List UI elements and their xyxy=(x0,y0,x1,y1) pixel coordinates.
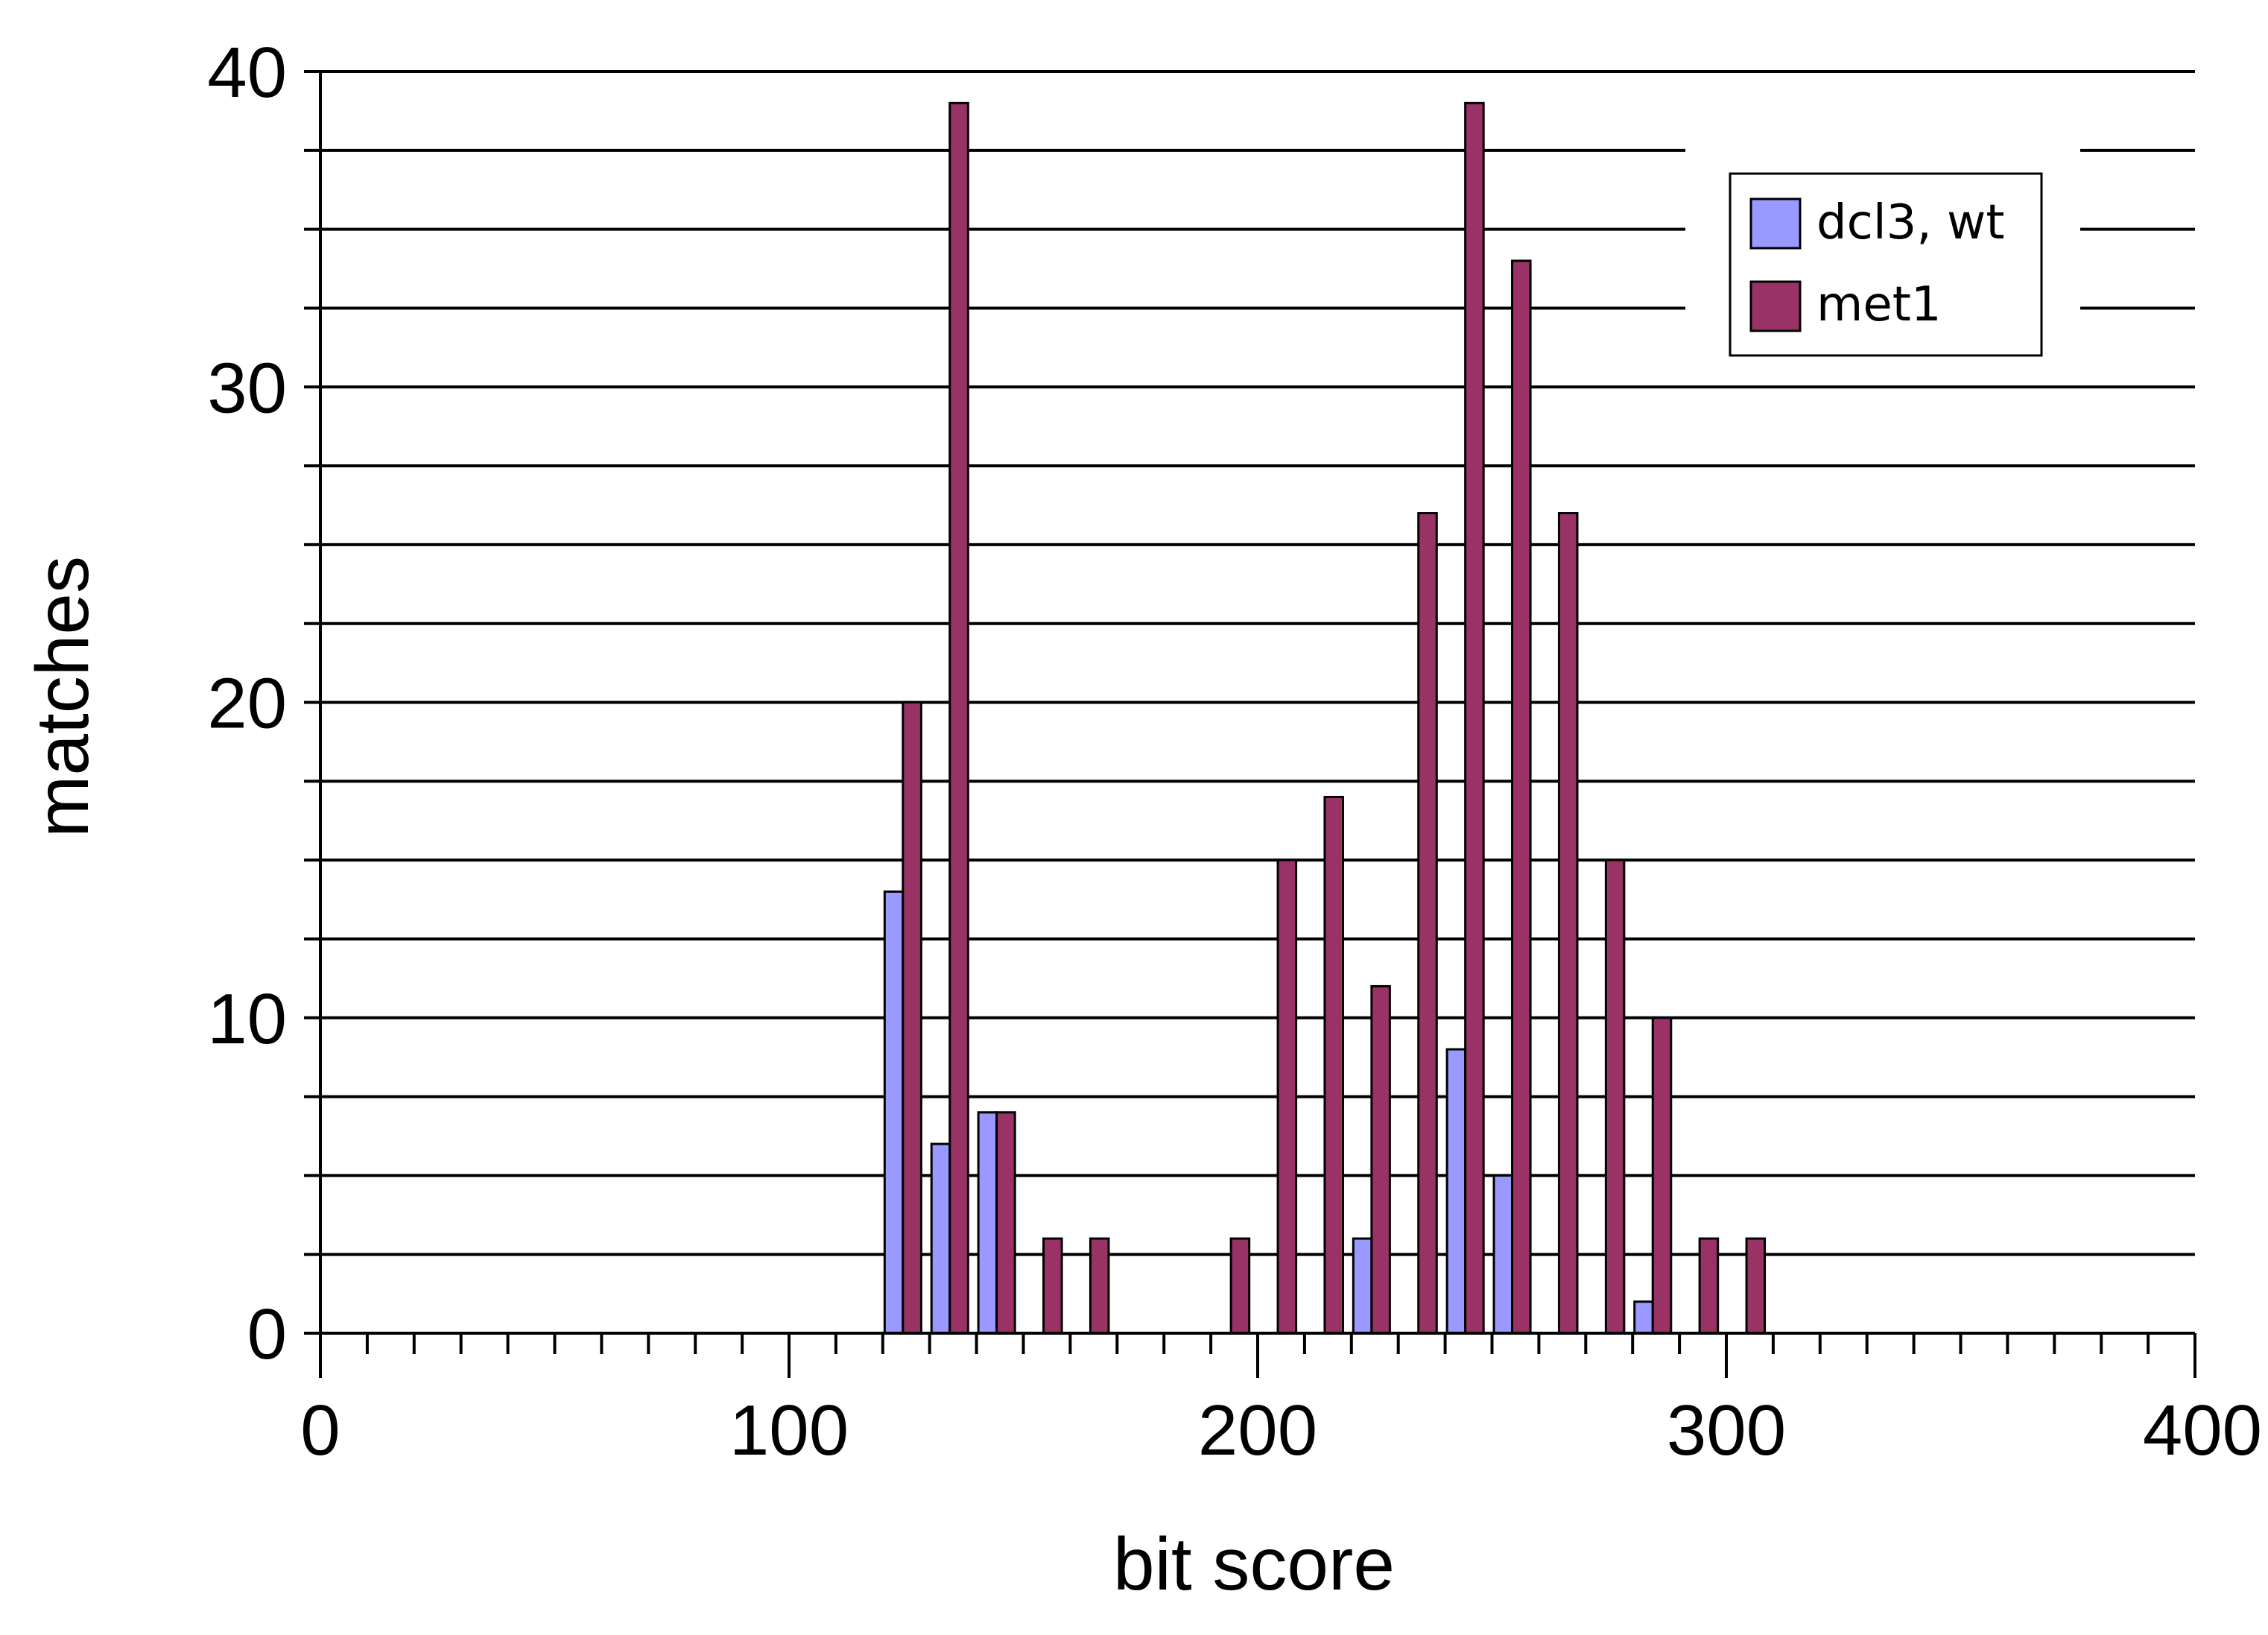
y-tick-label: 0 xyxy=(247,1294,287,1374)
bar-met1 xyxy=(1370,984,1391,1335)
x-tick-label: 200 xyxy=(1198,1391,1317,1470)
y-tick-label: 10 xyxy=(207,979,287,1059)
bar-met1 xyxy=(1651,1016,1673,1335)
bar-dcl3-wt xyxy=(1352,1237,1373,1335)
bar-met1 xyxy=(1042,1237,1063,1335)
bar-dcl3-wt xyxy=(977,1111,998,1335)
bar-met1 xyxy=(995,1111,1016,1335)
bar-dcl3-wt xyxy=(930,1142,951,1335)
bar-met1 xyxy=(1698,1237,1720,1335)
bar-met1 xyxy=(1417,512,1438,1335)
bar-dcl3-wt xyxy=(1492,1174,1514,1335)
legend-label-dcl3-wt: dcl3, wt xyxy=(1816,195,2004,250)
legend-swatch-met1 xyxy=(1749,280,1802,332)
legend-label-met1: met1 xyxy=(1816,277,1942,332)
bar-met1 xyxy=(1511,259,1532,1335)
legend-swatch-dcl3-wt xyxy=(1749,197,1802,250)
y-tick-label: 20 xyxy=(207,664,287,744)
x-axis-title: bit score xyxy=(1113,1522,1395,1606)
bar-met1 xyxy=(1745,1237,1767,1335)
bar-met1 xyxy=(1464,101,1485,1335)
x-tick-label: 0 xyxy=(300,1391,340,1470)
y-tick-label: 40 xyxy=(207,33,287,113)
bar-dcl3-wt xyxy=(1633,1300,1654,1335)
legend: dcl3, wt met1 xyxy=(1685,127,2080,373)
x-tick-label: 400 xyxy=(2143,1391,2262,1470)
y-axis-title: matches xyxy=(21,556,104,838)
bar-met1 xyxy=(1089,1237,1110,1335)
bar-met1 xyxy=(1604,858,1626,1335)
bar-met1 xyxy=(1229,1237,1251,1335)
bar-met1 xyxy=(902,701,922,1335)
bar-dcl3-wt xyxy=(883,890,905,1335)
bar-met1 xyxy=(1557,512,1579,1335)
bar-met1 xyxy=(1276,858,1298,1335)
bar-dcl3-wt xyxy=(1445,1048,1467,1335)
y-tick-label: 30 xyxy=(207,348,287,428)
bar-met1 xyxy=(1323,795,1344,1335)
x-tick-label: 300 xyxy=(1667,1391,1786,1470)
bar-met1 xyxy=(948,101,969,1335)
x-tick-label: 100 xyxy=(729,1391,849,1470)
bars xyxy=(883,101,1767,1335)
